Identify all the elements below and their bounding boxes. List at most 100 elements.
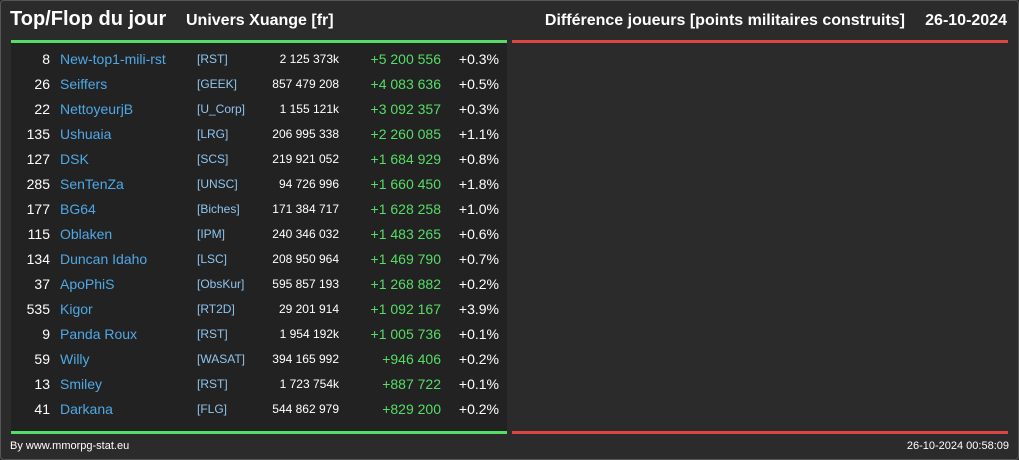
table-row: 41 Darkana [FLG] 544 862 979 +829 200 +0.2% [11, 397, 507, 422]
player-points: 1 954 192k [279, 327, 339, 341]
player-name-link[interactable]: Oblaken [60, 226, 113, 242]
player-rank: 134 [26, 251, 50, 267]
player-rank: 13 [34, 376, 50, 392]
alliance-tag: [LRG] [197, 127, 229, 141]
percent-change: +0.3% [458, 101, 499, 117]
percent-change: +0.1% [458, 376, 499, 392]
universe-label: Univers Xuange [fr] [186, 12, 334, 29]
header-date: 26-10-2024 [925, 12, 1007, 29]
player-name-link[interactable]: Panda Roux [60, 326, 138, 342]
site-credit: By www.mmorpg-stat.eu [10, 440, 130, 452]
table-row: 22 NettoyeurjB [U_Corp] 1 155 121k +3 092 35… [11, 97, 507, 122]
points-difference: +1 684 929 [370, 151, 441, 167]
top-panel-bottom-divider [11, 431, 507, 434]
player-points: 1 155 121k [279, 102, 339, 116]
player-points: 394 165 992 [272, 352, 339, 366]
alliance-tag: [GEEK] [197, 77, 238, 91]
page-title: Top/Flop du jour [10, 8, 167, 30]
percent-change: +3.9% [458, 301, 499, 317]
player-points: 94 726 996 [278, 177, 339, 191]
alliance-tag: [RST] [197, 327, 228, 341]
player-points: 857 479 208 [272, 77, 339, 91]
ranking-subtitle: Différence joueurs [points militaires co… [544, 12, 905, 29]
player-points: 595 857 193 [272, 277, 339, 291]
alliance-tag: [LSC] [197, 252, 228, 266]
table-row: 127 DSK [SCS] 219 921 052 +1 684 929 +0.8% [11, 147, 507, 172]
alliance-tag: [UNSC] [197, 177, 238, 191]
player-name-link[interactable]: Darkana [60, 401, 113, 417]
points-difference: +1 469 790 [370, 251, 441, 267]
alliance-tag: [IPM] [197, 227, 226, 241]
player-name-link[interactable]: Ushuaia [60, 126, 112, 142]
points-difference: +2 260 085 [370, 126, 441, 142]
player-points: 544 862 979 [272, 402, 339, 416]
points-difference: +1 005 736 [370, 326, 441, 342]
percent-change: +1.8% [458, 176, 499, 192]
flop-panel-top-divider [512, 40, 1008, 43]
table-row: 37 ApoPhiS [ObsKur] 595 857 193 +1 268 882 +0… [11, 272, 507, 297]
percent-change: +0.5% [458, 76, 499, 92]
table-row: 59 Willy [WASAT] 394 165 992 +946 406 +0.2% [11, 347, 507, 372]
table-row: 9 Panda Roux [RST] 1 954 192k +1 005 736 +0.1… [11, 322, 507, 347]
player-points: 2 125 373k [279, 52, 339, 66]
player-rank: 41 [34, 401, 50, 417]
player-name-link[interactable]: Smiley [60, 376, 103, 392]
player-name-link[interactable]: New-top1-mili-rst [60, 51, 166, 67]
percent-change: +1.1% [458, 126, 499, 142]
player-name-link[interactable]: DSK [60, 151, 89, 167]
player-points: 240 346 032 [272, 227, 339, 241]
player-rank: 177 [26, 201, 50, 217]
player-name-link[interactable]: Willy [60, 351, 90, 367]
points-difference: +1 483 265 [370, 226, 441, 242]
player-rank: 535 [26, 301, 50, 317]
points-difference: +1 660 450 [370, 176, 441, 192]
player-points: 29 201 914 [278, 302, 339, 316]
player-rank: 135 [26, 126, 50, 142]
table-row: 13 Smiley [RST] 1 723 754k +887 722 +0.1% [11, 372, 507, 397]
player-name-link[interactable]: ApoPhiS [60, 276, 115, 292]
top-panel-top-divider [11, 40, 507, 43]
points-difference: +1 092 167 [370, 301, 441, 317]
top-players-panel: 8 New-top1-mili-rst [RST] 2 125 373k +5 200 … [11, 43, 507, 431]
table-row: 177 BG64 [Biches] 171 384 717 +1 628 258 +1.0… [11, 197, 507, 222]
player-points: 206 995 338 [272, 127, 339, 141]
percent-change: +0.7% [458, 251, 499, 267]
percent-change: +0.2% [458, 276, 499, 292]
player-name-link[interactable]: BG64 [60, 201, 96, 217]
generated-timestamp: 26-10-2024 00:58:09 [906, 440, 1009, 452]
table-row: 135 Ushuaia [LRG] 206 995 338 +2 260 085 +1.1… [11, 122, 507, 147]
table-row: 8 New-top1-mili-rst [RST] 2 125 373k +5 200 … [11, 47, 507, 72]
player-name-link[interactable]: Kigor [60, 301, 93, 317]
player-rank: 22 [34, 101, 50, 117]
flop-panel-bottom-divider [512, 431, 1008, 434]
player-points: 208 950 964 [272, 252, 339, 266]
percent-change: +0.2% [458, 351, 499, 367]
player-name-link[interactable]: SenTenZa [60, 176, 124, 192]
alliance-tag: [SCS] [197, 152, 229, 166]
player-points: 1 723 754k [279, 377, 339, 391]
percent-change: +0.2% [458, 401, 499, 417]
percent-change: +0.1% [458, 326, 499, 342]
points-difference: +887 722 [382, 376, 441, 392]
player-name-link[interactable]: Seiffers [60, 76, 108, 92]
table-row: 134 Duncan Idaho [LSC] 208 950 964 +1 469 79… [11, 247, 507, 272]
alliance-tag: [FLG] [197, 402, 228, 416]
alliance-tag: [RT2D] [197, 302, 235, 316]
player-rank: 8 [42, 51, 50, 67]
points-difference: +1 628 258 [370, 201, 441, 217]
points-difference: +4 083 636 [370, 76, 441, 92]
player-rank: 285 [26, 176, 50, 192]
flop-players-panel [512, 43, 1008, 431]
player-name-link[interactable]: Duncan Idaho [60, 251, 148, 267]
table-row: 26 Seiffers [GEEK] 857 479 208 +4 083 636 +0.… [11, 72, 507, 97]
points-difference: +3 092 357 [370, 101, 441, 117]
player-rank: 37 [34, 276, 50, 292]
alliance-tag: [Biches] [197, 202, 240, 216]
percent-change: +0.3% [458, 51, 499, 67]
player-rank: 59 [34, 351, 50, 367]
player-points: 171 384 717 [272, 202, 339, 216]
alliance-tag: [RST] [197, 52, 228, 66]
player-name-link[interactable]: NettoyeurjB [60, 101, 134, 117]
table-row: 285 SenTenZa [UNSC] 94 726 996 +1 660 450 +1.… [11, 172, 507, 197]
player-rank: 115 [27, 226, 50, 242]
